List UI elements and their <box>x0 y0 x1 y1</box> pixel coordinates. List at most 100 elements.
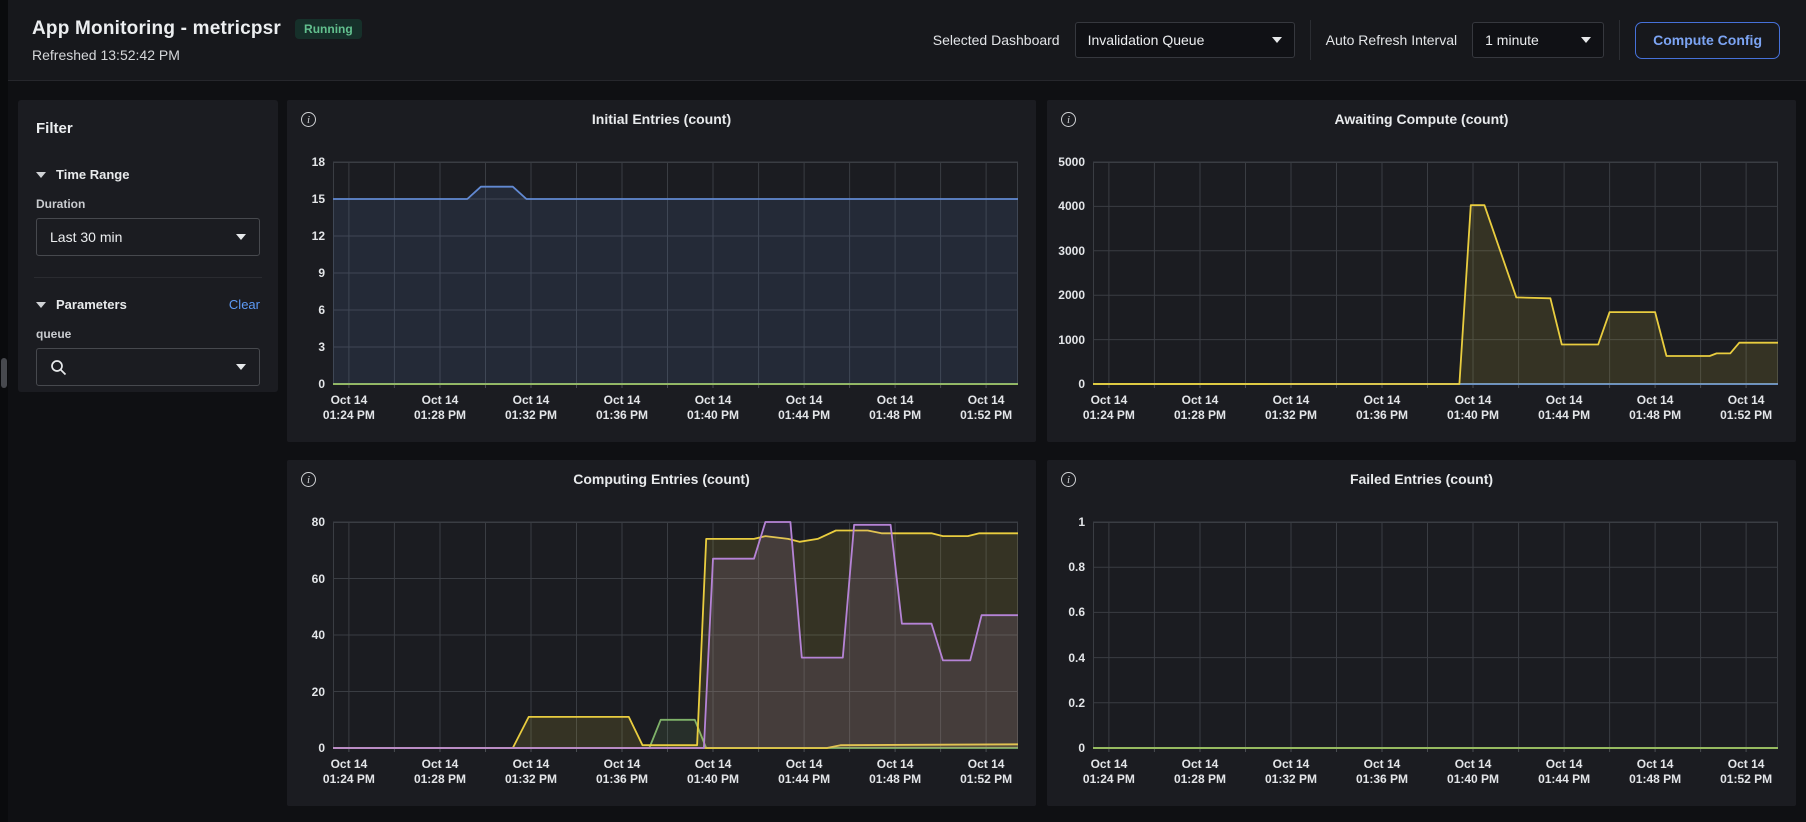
x-tick-label: Oct 14 01:32 PM <box>504 393 557 422</box>
y-tick-label: 60 <box>311 571 325 586</box>
chevron-down-icon <box>1271 37 1282 43</box>
left-scrollbar-thumb[interactable] <box>1 358 7 388</box>
x-tick-label: Oct 14 01:28 PM <box>413 757 466 786</box>
x-tick-label: Oct 14 01:44 PM <box>778 393 831 422</box>
header-divider <box>1309 20 1311 60</box>
x-tick-label: Oct 14 01:48 PM <box>1629 393 1682 422</box>
y-tick-label: 4000 <box>1058 199 1085 214</box>
clear-parameters-link[interactable]: Clear <box>228 297 260 312</box>
x-tick-label: Oct 14 01:36 PM <box>596 757 649 786</box>
info-icon[interactable]: i <box>301 472 316 487</box>
y-tick-label: 0 <box>318 741 325 755</box>
y-tick-label: 0.2 <box>1068 695 1085 710</box>
chevron-down-icon <box>36 171 46 178</box>
search-icon <box>51 359 67 375</box>
y-tick-label: 0 <box>318 377 325 391</box>
x-tick-label: Oct 14 01:44 PM <box>1538 393 1591 422</box>
duration-value: Last 30 min <box>50 229 123 245</box>
chart-plot-awaiting-compute[interactable] <box>1093 161 1778 388</box>
chart-title: Failed Entries (count) <box>1349 471 1494 487</box>
header-left: App Monitoring - metricpsr Running Refre… <box>32 18 362 63</box>
x-tick-label: Oct 14 01:32 PM <box>1264 757 1317 786</box>
x-tick-label: Oct 14 01:36 PM <box>1356 393 1409 422</box>
header-divider <box>1619 20 1621 60</box>
panel-awaiting-compute: i Awaiting Compute (count) 0 1000 2000 3000… <box>1047 100 1796 442</box>
compute-config-button[interactable]: Compute Config <box>1635 21 1780 59</box>
info-icon[interactable]: i <box>1061 472 1076 487</box>
status-badge: Running <box>295 18 362 39</box>
x-tick-label: Oct 14 01:40 PM <box>687 393 740 422</box>
auto-refresh-label: Auto Refresh Interval <box>1325 32 1458 48</box>
left-edge-strip <box>0 0 8 822</box>
x-tick-label: Oct 14 01:24 PM <box>1082 393 1135 422</box>
y-tick-label: 1000 <box>1058 332 1085 347</box>
chevron-down-icon <box>236 234 246 240</box>
x-tick-label: Oct 14 01:44 PM <box>778 757 831 786</box>
info-icon[interactable]: i <box>301 112 316 127</box>
chart-plot-computing-entries[interactable] <box>333 521 1019 752</box>
x-tick-label: Oct 14 01:24 PM <box>322 393 375 422</box>
y-tick-label: 40 <box>311 628 325 642</box>
time-range-label: Time Range <box>56 167 130 182</box>
chevron-down-icon <box>36 301 46 308</box>
parameters-section-toggle[interactable]: Parameters <box>36 297 127 312</box>
info-icon[interactable]: i <box>1061 112 1076 127</box>
x-tick-label: Oct 14 01:28 PM <box>413 393 466 422</box>
x-tick-label: Oct 14 01:32 PM <box>504 757 557 786</box>
y-tick-label: 1 <box>1078 515 1085 529</box>
page-title: App Monitoring - metricpsr <box>32 17 282 39</box>
y-tick-label: 9 <box>318 266 325 280</box>
duration-label: Duration <box>36 197 86 211</box>
panel-initial-entries: i Initial Entries (count) 0 3 6 9 12 15 18 Oct … <box>287 100 1036 442</box>
header-controls: Selected Dashboard Invalidation Queue Au… <box>933 20 1780 60</box>
auto-refresh-value: 1 minute <box>1485 32 1539 48</box>
x-tick-label: Oct 14 01:28 PM <box>1173 393 1226 422</box>
x-tick-label: Oct 14 01:32 PM <box>1264 393 1317 422</box>
x-tick-label: Oct 14 01:52 PM <box>960 757 1013 786</box>
refreshed-timestamp: Refreshed 13:52:42 PM <box>32 46 180 63</box>
y-tick-label: 6 <box>318 303 325 317</box>
y-tick-label: 2000 <box>1058 288 1085 303</box>
y-tick-label: 15 <box>311 192 325 206</box>
selected-dashboard-label: Selected Dashboard <box>932 32 1060 48</box>
parameters-label: Parameters <box>56 297 127 312</box>
page-header: App Monitoring - metricpsr Running Refre… <box>8 0 1806 81</box>
y-tick-label: 12 <box>311 229 325 243</box>
chart-plot-initial-entries[interactable] <box>333 161 1018 388</box>
x-tick-label: Oct 14 01:48 PM <box>869 757 922 786</box>
y-tick-label: 5000 <box>1058 155 1085 169</box>
chevron-down-icon <box>236 364 246 370</box>
queue-search-select[interactable] <box>36 348 260 386</box>
y-tick-label: 0 <box>1078 741 1085 755</box>
y-tick-label: 0.6 <box>1068 605 1085 620</box>
x-tick-label: Oct 14 01:48 PM <box>1629 757 1682 786</box>
x-tick-label: Oct 14 01:24 PM <box>1082 757 1135 786</box>
time-range-section-toggle[interactable]: Time Range <box>36 167 260 182</box>
chart-plot-failed-entries[interactable] <box>1093 521 1778 752</box>
charts-grid: i Initial Entries (count) 0 3 6 9 12 15 18 Oct … <box>287 100 1796 806</box>
chart-title: Initial Entries (count) <box>591 111 732 127</box>
x-tick-label: Oct 14 01:36 PM <box>596 393 649 422</box>
y-tick-label: 18 <box>311 155 325 169</box>
x-tick-label: Oct 14 01:44 PM <box>1538 757 1591 786</box>
auto-refresh-select[interactable]: 1 minute <box>1472 22 1605 58</box>
y-tick-label: 0 <box>1078 377 1085 391</box>
x-tick-label: Oct 14 01:28 PM <box>1173 757 1226 786</box>
x-tick-label: Oct 14 01:52 PM <box>1720 757 1773 786</box>
y-tick-label: 20 <box>311 684 325 699</box>
chart-title: Computing Entries (count) <box>573 471 750 487</box>
y-tick-label: 0.8 <box>1068 560 1085 575</box>
x-tick-label: Oct 14 01:40 PM <box>1447 757 1500 786</box>
chart-title: Awaiting Compute (count) <box>1334 111 1509 127</box>
selected-dashboard-select[interactable]: Invalidation Queue <box>1074 22 1295 58</box>
queue-param-label: queue <box>36 327 72 341</box>
filter-title: Filter <box>36 120 73 137</box>
panel-failed-entries: i Failed Entries (count) 0 0.2 0.4 0.6 0.8 1 O… <box>1047 460 1796 806</box>
selected-dashboard-value: Invalidation Queue <box>1087 32 1205 48</box>
chevron-down-icon <box>1581 37 1592 43</box>
sidebar-divider <box>34 277 262 278</box>
x-tick-label: Oct 14 01:52 PM <box>1720 393 1773 422</box>
duration-select[interactable]: Last 30 min <box>36 218 260 256</box>
x-tick-label: Oct 14 01:40 PM <box>687 757 740 786</box>
